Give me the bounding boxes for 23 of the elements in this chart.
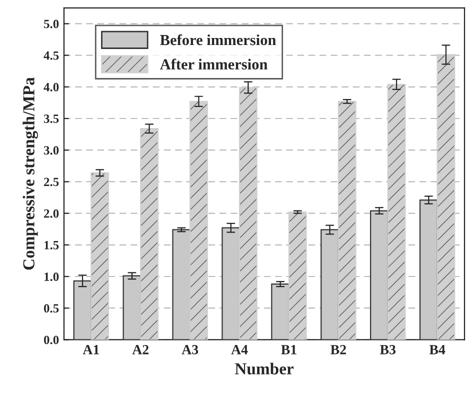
y-tick-label: 0.5 [44,304,59,313]
x-tick-label: B4 [429,345,446,354]
legend-label: Before immersion [160,34,276,46]
y-tick-label: 1.0 [44,272,59,282]
y-tick-label: 2.5 [44,178,59,186]
y-tick-label: 2.0 [44,209,59,218]
y-tick-label: 5.0 [44,20,59,28]
x-axis-title: Number [234,362,294,374]
y-tick-label: 3.0 [44,146,59,155]
x-tick-label: B2 [330,345,346,354]
legend-label: After immersion [160,58,268,70]
x-tick-label: B1 [281,345,296,354]
x-tick-label: A1 [82,345,99,354]
y-tick-label: 4.5 [44,51,59,60]
y-axis-title: Compressive strength/MPa [22,77,38,270]
y-tick-label: 1.5 [44,240,59,250]
y-tick-label: 4.0 [44,82,59,92]
x-tick-label: A2 [132,345,149,354]
x-tick-label: A3 [182,345,198,354]
y-tick-label: 3.5 [44,114,59,124]
y-tick-label: 0.0 [44,336,59,344]
x-tick-label: A4 [231,345,248,354]
x-tick-label: B3 [380,345,396,354]
